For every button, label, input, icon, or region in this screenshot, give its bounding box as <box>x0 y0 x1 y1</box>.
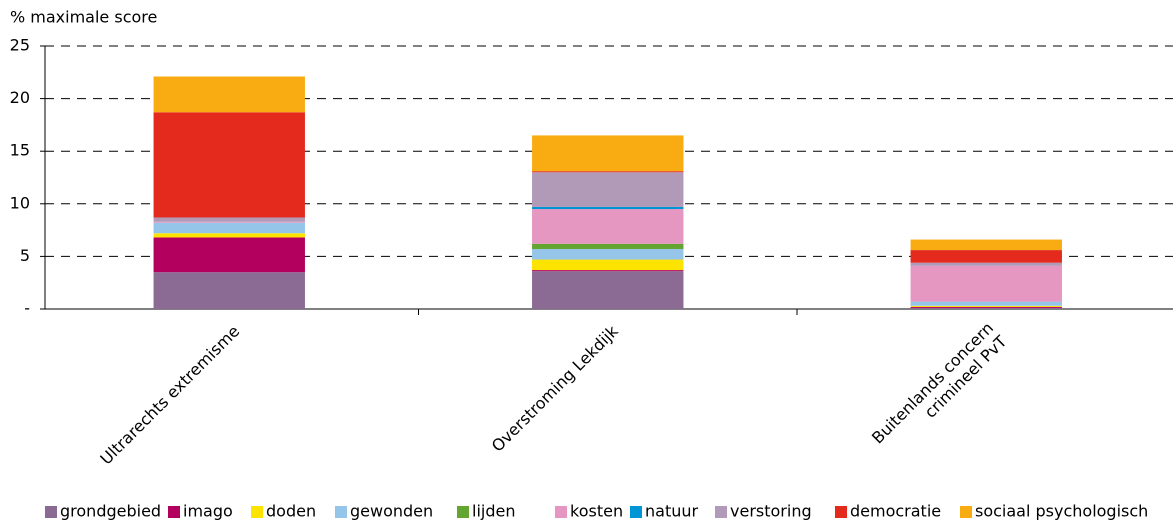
y-tick-label: 5 <box>20 246 30 265</box>
bar-segment <box>153 237 305 273</box>
legend-label: kosten <box>570 502 623 520</box>
y-tick-label: 25 <box>10 36 30 55</box>
bar-segment <box>532 171 684 173</box>
bar-segment <box>532 271 684 309</box>
y-tick-label: 15 <box>10 141 30 160</box>
legend-swatch <box>251 506 263 518</box>
legend-label: gewonden <box>350 502 433 520</box>
bar-segment <box>532 172 684 207</box>
legend-label: democratie <box>850 502 941 520</box>
bar-segment <box>153 222 305 234</box>
bar-segment <box>153 233 305 238</box>
legend-label: imago <box>183 502 233 520</box>
bar-segment <box>910 306 1062 308</box>
bar-segment <box>532 135 684 172</box>
bar-segment <box>153 272 305 309</box>
y-tick-label: 20 <box>10 88 30 107</box>
bar-segment <box>153 217 305 222</box>
bar-segment <box>910 307 1062 309</box>
legend-label: natuur <box>645 502 699 520</box>
y-axis-label: % maximale score <box>10 8 157 27</box>
legend-swatch <box>835 506 847 518</box>
bar-segment <box>532 270 684 272</box>
legend-swatch <box>335 506 347 518</box>
bar-segment <box>153 76 305 113</box>
bar-segment <box>532 206 684 210</box>
x-tick-label: Overstroming Lekdijk <box>488 321 623 456</box>
bar-segment <box>910 239 1062 251</box>
y-tick-label: - <box>24 299 30 318</box>
legend-swatch <box>630 506 642 518</box>
y-tick-label: 10 <box>10 193 30 212</box>
legend-label: doden <box>266 502 316 520</box>
bar-segment <box>910 262 1062 266</box>
bar-segment <box>910 250 1062 263</box>
bar-segment <box>910 301 1062 306</box>
bar-segment <box>532 243 684 250</box>
x-tick-label: Buitenlands concerncrimineel PvT <box>868 318 1011 461</box>
legend-label: verstoring <box>730 502 812 520</box>
bar-segment <box>532 249 684 260</box>
legend-label: sociaal psychologisch <box>975 502 1148 520</box>
legend-label: grondgebied <box>60 502 161 520</box>
bar-segment <box>153 221 305 223</box>
legend-swatch <box>555 506 567 518</box>
legend-swatch <box>45 506 57 518</box>
bar-segment <box>910 265 1062 302</box>
legend-label: lijden <box>472 502 515 520</box>
legend-swatch <box>457 506 469 518</box>
legend-swatch <box>960 506 972 518</box>
bar-segment <box>153 112 305 218</box>
x-tick-label: Ultrarechts extremisme <box>96 322 243 469</box>
bar-segment <box>532 209 684 244</box>
bar-segment <box>532 259 684 271</box>
bar-segment <box>910 305 1062 307</box>
legend-swatch <box>715 506 727 518</box>
legend-swatch <box>168 506 180 518</box>
